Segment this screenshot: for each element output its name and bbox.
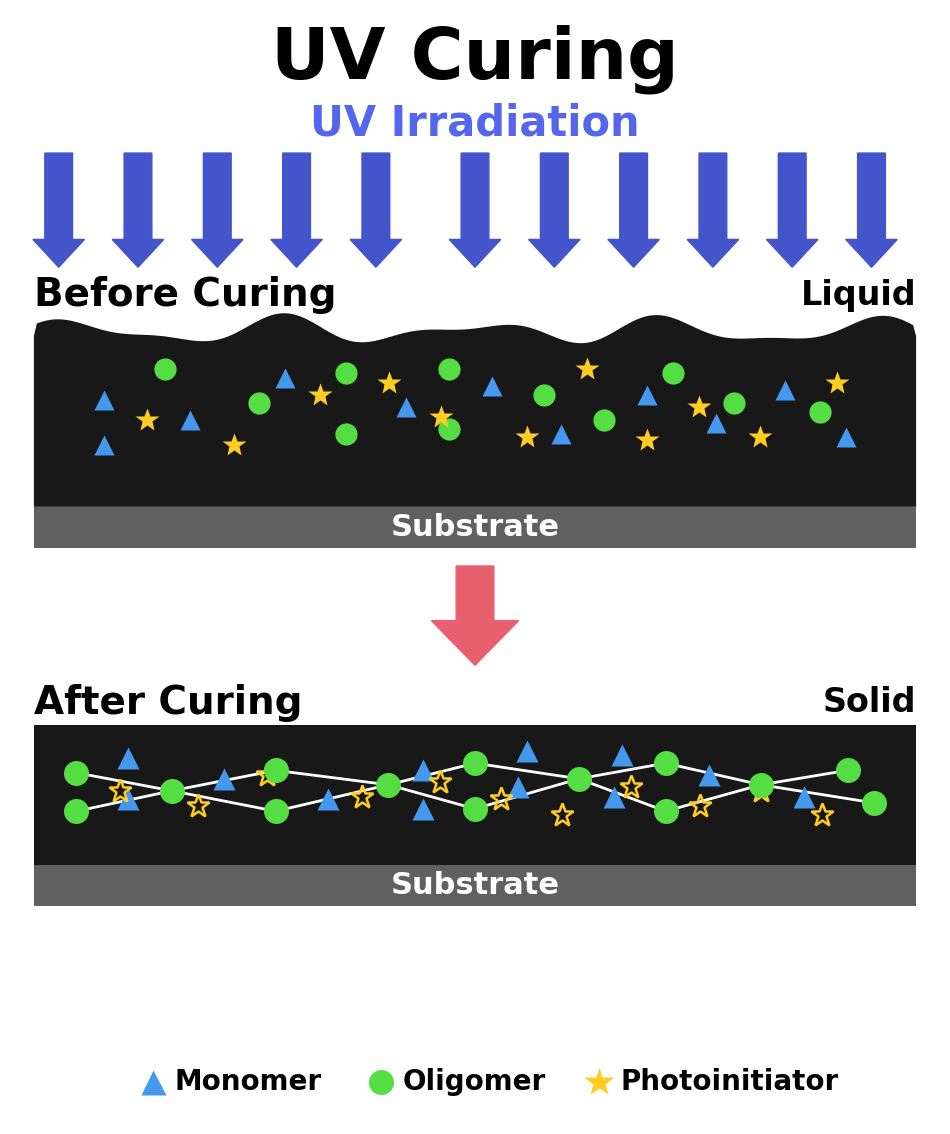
FancyArrow shape: [846, 153, 897, 268]
FancyArrow shape: [271, 153, 322, 268]
FancyArrow shape: [33, 153, 85, 268]
Polygon shape: [34, 313, 916, 507]
FancyArrow shape: [431, 566, 519, 666]
Text: Before Curing: Before Curing: [34, 276, 336, 314]
Text: Photoinitiator: Photoinitiator: [620, 1068, 839, 1097]
Text: Monomer: Monomer: [175, 1068, 322, 1097]
Text: Substrate: Substrate: [390, 513, 560, 542]
FancyArrow shape: [767, 153, 818, 268]
Text: After Curing: After Curing: [34, 684, 302, 722]
FancyArrow shape: [192, 153, 243, 268]
Text: UV Curing: UV Curing: [271, 24, 679, 93]
FancyArrow shape: [687, 153, 739, 268]
FancyArrow shape: [449, 153, 501, 268]
Bar: [34, 507, 916, 548]
FancyArrow shape: [528, 153, 580, 268]
Text: Liquid: Liquid: [801, 279, 916, 312]
Text: Substrate: Substrate: [390, 871, 560, 900]
FancyArrow shape: [608, 153, 659, 268]
Bar: [34, 725, 916, 865]
FancyArrow shape: [351, 153, 402, 268]
Text: Oligomer: Oligomer: [403, 1068, 546, 1097]
FancyArrow shape: [112, 153, 163, 268]
Bar: [34, 865, 916, 906]
Text: Solid: Solid: [823, 686, 916, 719]
Text: UV Irradiation: UV Irradiation: [311, 102, 639, 144]
